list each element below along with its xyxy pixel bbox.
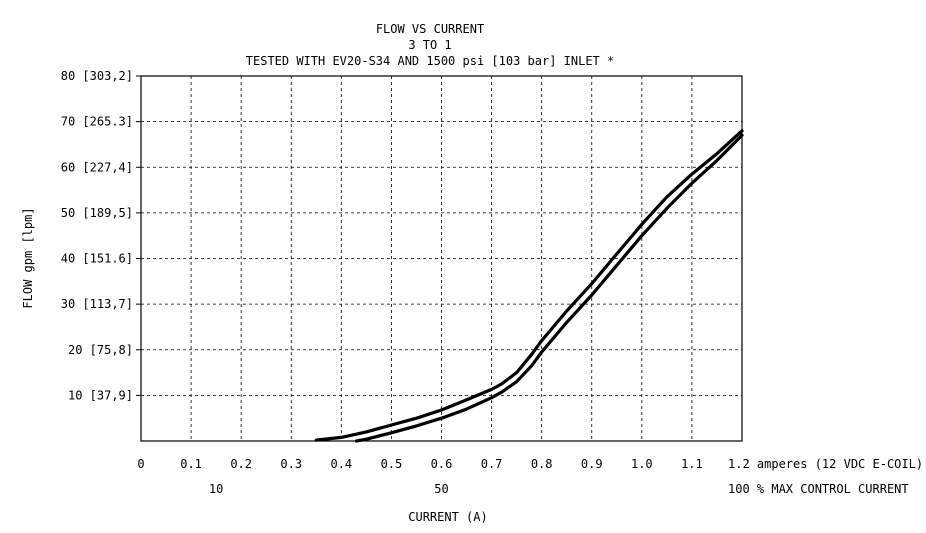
data-series	[314, 129, 744, 443]
x-tick-label: 0.6	[431, 457, 453, 471]
secondary-x-tick-labels: 10 50 100 % MAX CONTROL CURRENT	[209, 482, 909, 496]
y-tick-label: 70 [265.3]	[61, 115, 133, 129]
x-tick-label: 0.1	[180, 457, 202, 471]
y-axis-label: FLOW gpm [lpm]	[21, 207, 35, 308]
secondary-x-tick-label: 10	[209, 482, 223, 496]
x-tick-label: 1.0	[631, 457, 653, 471]
x-tick-label: 0.4	[330, 457, 352, 471]
y-tick-label: 60 [227,4]	[61, 160, 133, 174]
series-line-1	[314, 129, 744, 442]
x-axis-label: CURRENT (A)	[408, 510, 487, 524]
y-tick-label: 30 [113,7]	[61, 297, 133, 311]
series-line-2	[354, 133, 744, 443]
x-tick-label: 0.2	[230, 457, 252, 471]
y-tick-label: 50 [189,5]	[61, 206, 133, 220]
y-tick-label: 40 [151.6]	[61, 252, 133, 266]
grid-lines	[141, 76, 742, 441]
x-tick-labels: 0 0.1 0.2 0.3 0.4 0.5 0.6 0.7 0.8 0.9 1.0 1.1 1.2 am…	[137, 457, 923, 471]
y-tick-labels: 10 [37,9] 20 [75,8] 30 [113,7] 40 [151.6] 50…	[61, 69, 141, 402]
secondary-x-tick-label: 100 % MAX CONTROL CURRENT	[728, 482, 909, 496]
x-tick-label: 0.3	[280, 457, 302, 471]
chart-subtitle-2: TESTED WITH EV20-S34 AND 1500 psi [103 b…	[246, 54, 614, 68]
x-tick-label: 0.7	[481, 457, 503, 471]
x-tick-label: 1.2 amperes (12 VDC E-COIL)	[728, 457, 923, 471]
titles: FLOW VS CURRENT 3 TO 1 TESTED WITH EV20-…	[246, 22, 614, 68]
x-tick-label: 1.1	[681, 457, 703, 471]
x-tick-label: 0.8	[531, 457, 553, 471]
chart-subtitle-1: 3 TO 1	[408, 38, 451, 52]
y-tick-label: 10 [37,9]	[68, 388, 133, 402]
x-tick-label: 0	[137, 457, 144, 471]
y-tick-label: 20 [75,8]	[68, 343, 133, 357]
chart-title: FLOW VS CURRENT	[376, 22, 484, 36]
secondary-x-tick-label: 50	[434, 482, 448, 496]
y-tick-label: 80 [303,2]	[61, 69, 133, 83]
x-tick-label: 0.9	[581, 457, 603, 471]
x-tick-label: 0.5	[381, 457, 403, 471]
